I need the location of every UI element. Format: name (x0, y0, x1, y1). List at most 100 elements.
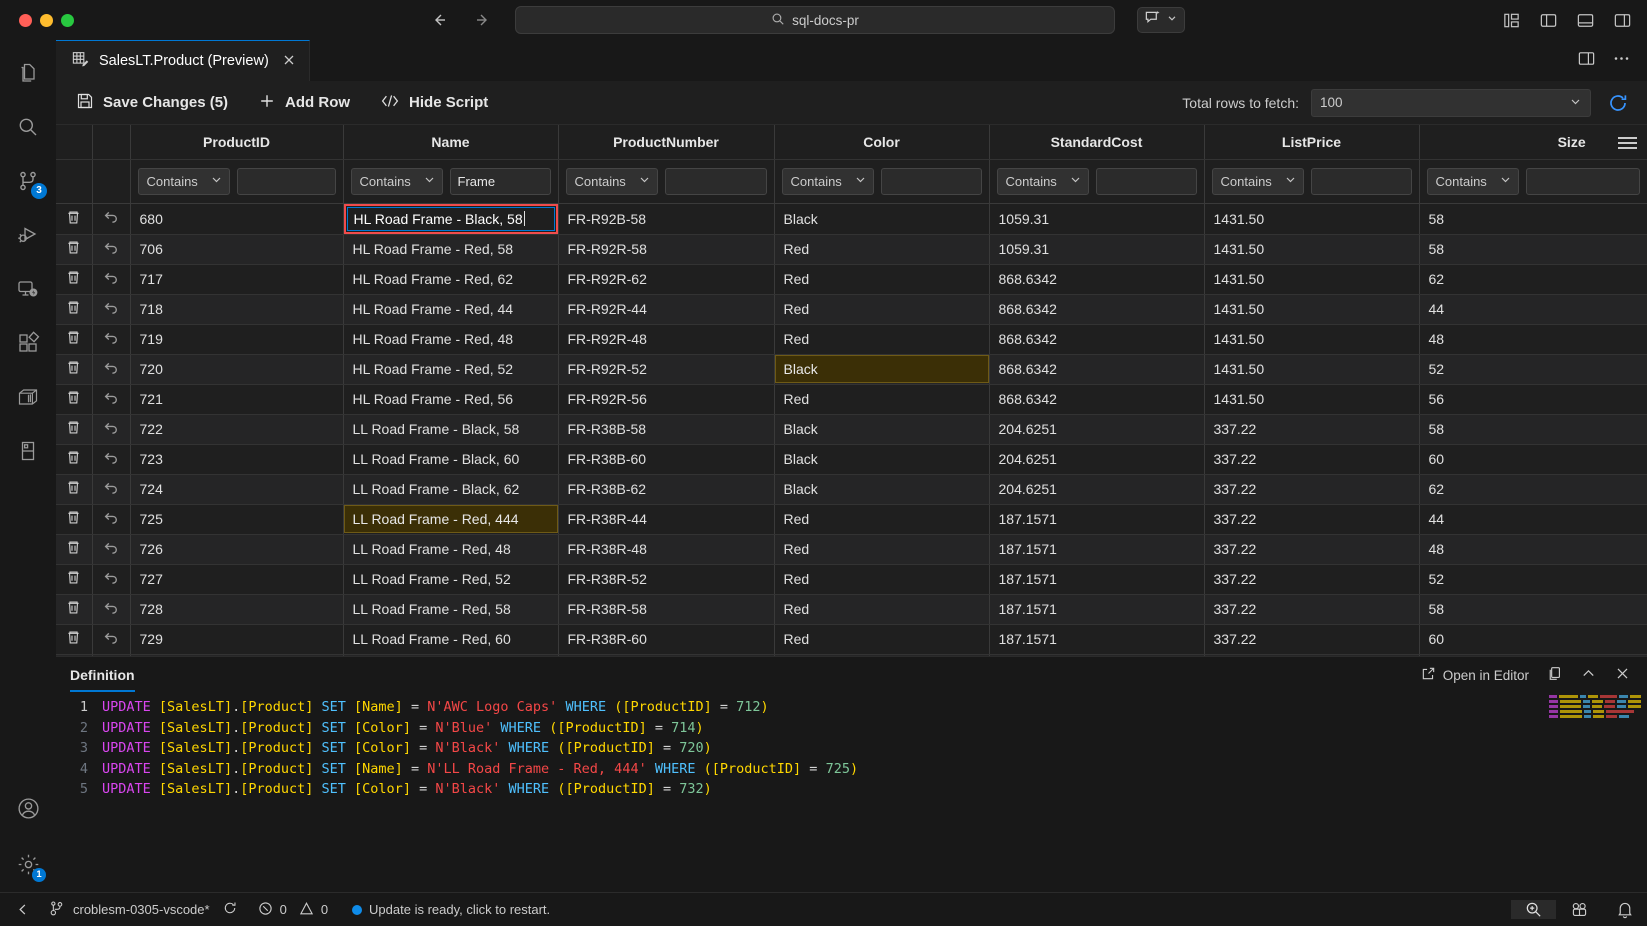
close-window-button[interactable] (19, 13, 32, 27)
cell-size[interactable]: 52 (1419, 354, 1647, 385)
delete-row-icon[interactable] (56, 324, 93, 355)
cell-listprice[interactable]: 1431.50 (1204, 294, 1420, 325)
cell-standardcost[interactable]: 204.6251 (989, 474, 1205, 505)
delete-row-icon[interactable] (56, 624, 93, 655)
cell-productid[interactable]: 680 (130, 203, 344, 235)
toggle-primary-sidebar-icon[interactable] (1537, 9, 1559, 31)
filter-operator-productid[interactable]: Contains (137, 167, 230, 195)
cell-listprice[interactable]: 337.22 (1204, 624, 1420, 655)
cell-name[interactable]: LL Road Frame - Black, 58 (343, 414, 559, 445)
cell-modified-value[interactable]: Black (774, 355, 989, 383)
cell-listprice[interactable]: 1431.50 (1204, 354, 1420, 385)
table-row[interactable]: 724 LL Road Frame - Black, 62 FR-R38B-62 Bl… (56, 474, 1647, 505)
delete-row-icon[interactable] (56, 234, 93, 265)
table-row[interactable]: 680 HL Road Frame - Black, 58 FR-R92B-58 Bl… (56, 203, 1647, 235)
cell-productnumber[interactable]: FR-R92R-62 (558, 264, 775, 295)
cell-standardcost[interactable]: 204.6251 (989, 414, 1205, 445)
cell-name[interactable]: LL Road Frame - Red, 48 (343, 534, 559, 565)
filter-operator-listprice[interactable]: Contains (1211, 167, 1304, 195)
filter-operator-size[interactable]: Contains (1426, 167, 1519, 195)
toggle-secondary-sidebar-icon[interactable] (1611, 9, 1633, 31)
cell-color[interactable]: Black (774, 203, 990, 235)
revert-row-icon[interactable] (92, 294, 131, 325)
filter-input-name[interactable]: Frame (449, 167, 551, 195)
column-header-name[interactable]: Name (343, 125, 559, 160)
cell-name[interactable]: LL Road Frame - Red, 58 (343, 594, 559, 625)
delete-row-icon[interactable] (56, 414, 93, 445)
revert-row-icon[interactable] (92, 474, 131, 505)
cell-size[interactable]: 58 (1419, 234, 1647, 265)
cell-productid[interactable]: 729 (130, 624, 344, 655)
delete-row-icon[interactable] (56, 564, 93, 595)
revert-row-icon[interactable] (92, 504, 131, 535)
filter-input-color[interactable] (880, 167, 982, 195)
table-row[interactable]: 722 LL Road Frame - Black, 58 FR-R38B-58 Bl… (56, 414, 1647, 445)
cell-color[interactable]: Red (774, 234, 990, 265)
filter-input-productid[interactable] (236, 167, 336, 195)
table-row[interactable]: 721 HL Road Frame - Red, 56 FR-R92R-56 Red 8… (56, 384, 1647, 415)
delete-row-icon[interactable] (56, 203, 93, 235)
cell-productid[interactable]: 722 (130, 414, 344, 445)
revert-row-icon[interactable] (92, 624, 131, 655)
add-row-button[interactable]: Add Row (258, 92, 350, 114)
arrow-right-icon[interactable] (473, 10, 493, 30)
delete-row-icon[interactable] (56, 594, 93, 625)
arrow-left-icon[interactable] (429, 10, 449, 30)
cell-standardcost[interactable]: 1059.31 (989, 203, 1205, 235)
delete-row-icon[interactable] (56, 354, 93, 385)
cell-color[interactable]: Red (774, 294, 990, 325)
cell-color[interactable]: Red (774, 654, 990, 656)
cell-name[interactable]: HL Road Frame - Red, 44 (343, 294, 559, 325)
revert-row-icon[interactable] (92, 264, 131, 295)
cell-color[interactable]: Black (774, 354, 990, 385)
cell-size[interactable]: 58 (1419, 203, 1647, 235)
sync-icon[interactable] (222, 900, 238, 919)
cell-modified-value[interactable]: LL Road Frame - Red, 444 (343, 505, 558, 533)
revert-row-icon[interactable] (92, 444, 131, 475)
filter-operator-color[interactable]: Contains (781, 167, 874, 195)
cell-color[interactable]: Red (774, 384, 990, 415)
cell-listprice[interactable]: 1431.50 (1204, 234, 1420, 265)
revert-row-icon[interactable] (92, 594, 131, 625)
cell-productnumber[interactable]: FR-R38B-58 (558, 414, 775, 445)
revert-row-icon[interactable] (92, 534, 131, 565)
cell-color[interactable]: Black (774, 444, 990, 475)
cell-productid[interactable]: 720 (130, 354, 344, 385)
cell-standardcost[interactable]: 204.6251 (989, 444, 1205, 475)
cell-name[interactable]: LL Road Frame - Red, 444 (343, 504, 559, 535)
filter-input-productnumber[interactable] (664, 167, 767, 195)
definition-code[interactable]: 1 UPDATE [SalesLT].[Product] SET [Name] =… (56, 693, 1647, 892)
cell-color[interactable]: Red (774, 624, 990, 655)
open-in-editor-button[interactable]: Open in Editor (1421, 666, 1529, 684)
cell-name[interactable]: HL Road Frame - Red, 52 (343, 354, 559, 385)
cell-listprice[interactable]: 1431.50 (1204, 203, 1420, 235)
cell-size[interactable]: 60 (1419, 444, 1647, 475)
cell-name[interactable]: HL Road Frame - Red, 48 (343, 324, 559, 355)
accounts-icon[interactable] (0, 780, 56, 836)
cell-listprice[interactable]: 337.22 (1204, 534, 1420, 565)
cell-color[interactable]: Black (774, 474, 990, 505)
cell-color[interactable]: Red (774, 534, 990, 565)
cell-color[interactable]: Red (774, 324, 990, 355)
status-update-ready[interactable]: Update is ready, click to restart. (338, 893, 560, 926)
cell-standardcost[interactable]: 187.1571 (989, 654, 1205, 656)
cell-color[interactable]: Red (774, 264, 990, 295)
cell-size[interactable]: 60 (1419, 624, 1647, 655)
cell-standardcost[interactable]: 187.1571 (989, 534, 1205, 565)
cell-name[interactable]: HL Road Frame - Red, 58 (343, 234, 559, 265)
save-changes-button[interactable]: Save Changes (5) (76, 92, 228, 114)
table-row[interactable]: 725 LL Road Frame - Red, 444 FR-R38R-44 Red… (56, 504, 1647, 535)
cell-listprice[interactable]: 1431.50 (1204, 384, 1420, 415)
delete-row-icon[interactable] (56, 384, 93, 415)
cell-size[interactable]: 56 (1419, 384, 1647, 415)
cell-name[interactable]: LL Road Frame - Red, 62 (343, 654, 559, 656)
cell-productnumber[interactable]: FR-R38R-52 (558, 564, 775, 595)
maximize-window-button[interactable] (61, 13, 74, 27)
table-row[interactable]: 719 HL Road Frame - Red, 48 FR-R92R-48 Red 8… (56, 324, 1647, 355)
cell-productid[interactable]: 724 (130, 474, 344, 505)
more-actions-icon[interactable] (1612, 49, 1631, 73)
cell-productnumber[interactable]: FR-R92R-56 (558, 384, 775, 415)
filter-operator-productnumber[interactable]: Contains (565, 167, 658, 195)
cell-standardcost[interactable]: 868.6342 (989, 384, 1205, 415)
cell-productnumber[interactable]: FR-R92R-52 (558, 354, 775, 385)
